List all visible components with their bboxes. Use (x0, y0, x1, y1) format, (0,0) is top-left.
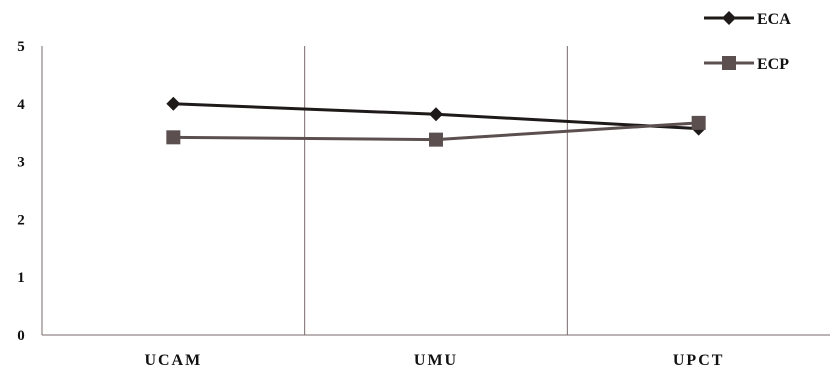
x-tick-label: UCAM (144, 352, 202, 369)
data-point-ecp (691, 115, 706, 130)
y-tick-labels: 0 1 2 3 4 5 (17, 39, 25, 344)
y-tick-label: 5 (17, 39, 25, 55)
y-tick-label: 4 (17, 97, 25, 113)
x-tick-label: UMU (414, 352, 458, 369)
y-tick-label: 0 (17, 328, 25, 344)
x-tick-label: UPCT (673, 352, 725, 369)
data-point-ecp (166, 130, 181, 145)
grid-lines (304, 46, 568, 335)
data-point-eca (166, 96, 181, 111)
y-tick-label: 2 (17, 212, 25, 228)
legend: ECA ECP (704, 11, 791, 73)
y-tick-label: 1 (17, 270, 25, 286)
x-tick-labels: UCAM UMU UPCT (144, 352, 725, 369)
legend-label-eca: ECA (757, 11, 791, 28)
data-point-eca (429, 107, 443, 122)
series (166, 96, 706, 147)
y-tick-label: 3 (17, 155, 25, 171)
legend-label-ecp: ECP (757, 56, 789, 73)
data-point-ecp (429, 132, 443, 147)
legend-marker-ecp (722, 56, 736, 70)
legend-marker-eca (722, 11, 736, 25)
axes (41, 46, 830, 336)
